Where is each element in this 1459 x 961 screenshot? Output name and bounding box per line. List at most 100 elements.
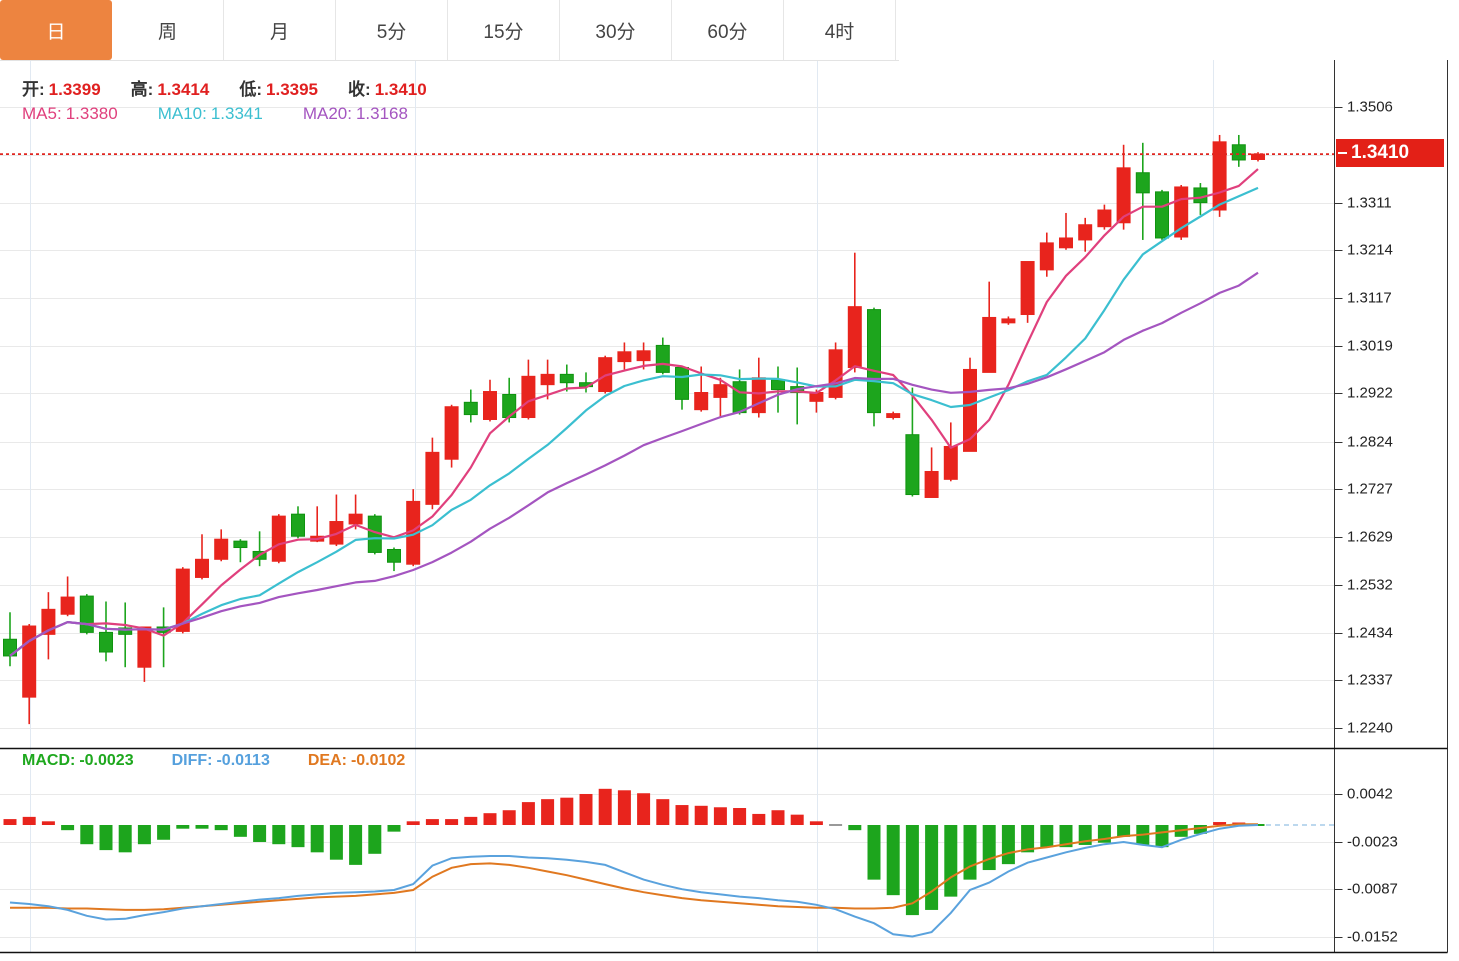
candle-23[interactable] (444, 404, 459, 468)
candle-53[interactable] (1020, 261, 1035, 323)
price-tick-label: 1.2922 (1347, 384, 1393, 402)
candle-12[interactable] (233, 539, 248, 563)
candle-57[interactable] (1097, 204, 1112, 230)
macd-bar-39 (752, 813, 766, 825)
candle-10[interactable] (195, 534, 209, 580)
macd-tick-label: -0.0152 (1347, 928, 1398, 946)
macd-bar-5 (99, 825, 113, 851)
ma20-value: MA20: 1.3168 (302, 104, 408, 123)
candle-24[interactable] (463, 389, 478, 423)
candle-9[interactable] (175, 567, 190, 634)
candle-59[interactable] (1135, 142, 1150, 240)
macd-bar-15 (291, 825, 305, 848)
candle-22[interactable] (425, 437, 440, 510)
candle-47[interactable] (905, 387, 920, 497)
macd-bar-21 (406, 821, 420, 825)
price-tick-label: 1.3019 (1347, 337, 1393, 355)
candle-0[interactable] (3, 612, 17, 667)
candle-13[interactable] (252, 531, 267, 567)
diff-value: DIFF: -0.0113 (171, 752, 270, 769)
tab-timeframe-8[interactable]: 4时 (784, 0, 896, 60)
candle-56[interactable] (1078, 217, 1093, 252)
candle-25[interactable] (483, 379, 497, 422)
timeframe-tabbar: 日周月 5分 15分 30分 60分 4时 (0, 0, 899, 61)
macd-tick-label: 0.0042 (1347, 785, 1393, 803)
macd-header: MACD: -0.0023 DIFF: -0.0113 DEA: -0.0102 (22, 752, 405, 770)
macd-bar-35 (675, 805, 689, 825)
price-tick-label: 1.2629 (1347, 528, 1393, 546)
candle-40[interactable] (771, 366, 785, 413)
candle-37[interactable] (713, 377, 728, 417)
candle-48[interactable] (924, 447, 939, 498)
macd-bar-62 (1193, 825, 1207, 834)
macd-bar-10 (195, 825, 209, 829)
candle-54[interactable] (1039, 232, 1054, 277)
candle-27[interactable] (521, 359, 536, 420)
tab-timeframe-1[interactable]: 日 (0, 0, 112, 60)
candle-20[interactable] (387, 547, 401, 572)
macd-bar-58 (1117, 825, 1131, 837)
candle-64[interactable] (1231, 134, 1246, 167)
ma5-value: MA5: 1.3380 (22, 104, 118, 123)
candle-34[interactable] (655, 337, 670, 375)
macd-tick-label: -0.0023 (1347, 833, 1398, 851)
tab-timeframe-2[interactable]: 周 (112, 0, 224, 60)
candle-29[interactable] (559, 364, 574, 392)
macd-bar-45 (867, 825, 881, 880)
candle-58[interactable] (1116, 144, 1131, 230)
candle-41[interactable] (790, 367, 805, 425)
candle-32[interactable] (617, 342, 632, 370)
macd-bar-6 (118, 825, 132, 853)
candle-46[interactable] (886, 411, 901, 420)
macd-bar-48 (925, 825, 939, 910)
candle-52[interactable] (1001, 316, 1016, 325)
macd-bar-23 (445, 819, 459, 825)
macd-bar-34 (656, 799, 670, 825)
candle-5[interactable] (99, 601, 113, 662)
candle-30[interactable] (579, 372, 593, 393)
macd-bar-11 (214, 825, 228, 831)
candle-2[interactable] (41, 592, 56, 660)
macd-bar-46 (886, 825, 900, 896)
tab-timeframe-3[interactable]: 月 (224, 0, 336, 60)
candle-3[interactable] (60, 576, 75, 617)
candle-8[interactable] (156, 607, 171, 668)
macd-bar-50 (963, 825, 977, 880)
macd-bar-42 (809, 821, 823, 825)
candle-44[interactable] (847, 252, 862, 373)
candle-39[interactable] (751, 357, 766, 418)
macd-bar-28 (541, 799, 555, 825)
candle-4[interactable] (79, 594, 94, 635)
candle-14[interactable] (271, 514, 286, 564)
macd-layer (3, 788, 1335, 938)
candle-60[interactable] (1155, 189, 1169, 240)
macd-bar-43 (829, 824, 843, 826)
candle-65[interactable] (1251, 152, 1265, 162)
candle-19[interactable] (367, 514, 382, 555)
macd-bar-22 (425, 819, 439, 825)
price-tick-label: 1.3214 (1347, 241, 1393, 259)
candle-51[interactable] (982, 281, 997, 373)
candle-7[interactable] (137, 626, 152, 682)
macd-bar-44 (848, 825, 862, 831)
candle-11[interactable] (214, 529, 229, 562)
tab-timeframe-4[interactable]: 5分 (336, 0, 448, 60)
tab-timeframe-7[interactable]: 60分 (672, 0, 784, 60)
candle-17[interactable] (329, 494, 344, 547)
ma-lines-layer (0, 153, 1335, 657)
candle-6[interactable] (118, 602, 133, 668)
candle-43[interactable] (828, 342, 843, 400)
macd-bar-38 (733, 808, 747, 825)
macd-bar-27 (521, 802, 535, 825)
candle-28[interactable] (540, 359, 555, 400)
tab-timeframe-6[interactable]: 30分 (560, 0, 672, 60)
candle-55[interactable] (1059, 212, 1073, 250)
macd-bar-18 (349, 825, 363, 865)
gridlines-layer (0, 60, 1335, 953)
tab-timeframe-5[interactable]: 15分 (448, 0, 560, 60)
candle-15[interactable] (291, 506, 305, 539)
candle-49[interactable] (943, 422, 958, 482)
candle-35[interactable] (675, 365, 689, 410)
ohlc-header: 开: 1.3399 高: 1.3414 低: 1.3395 收: 1.3410 (22, 75, 427, 100)
candle-45[interactable] (867, 307, 881, 427)
